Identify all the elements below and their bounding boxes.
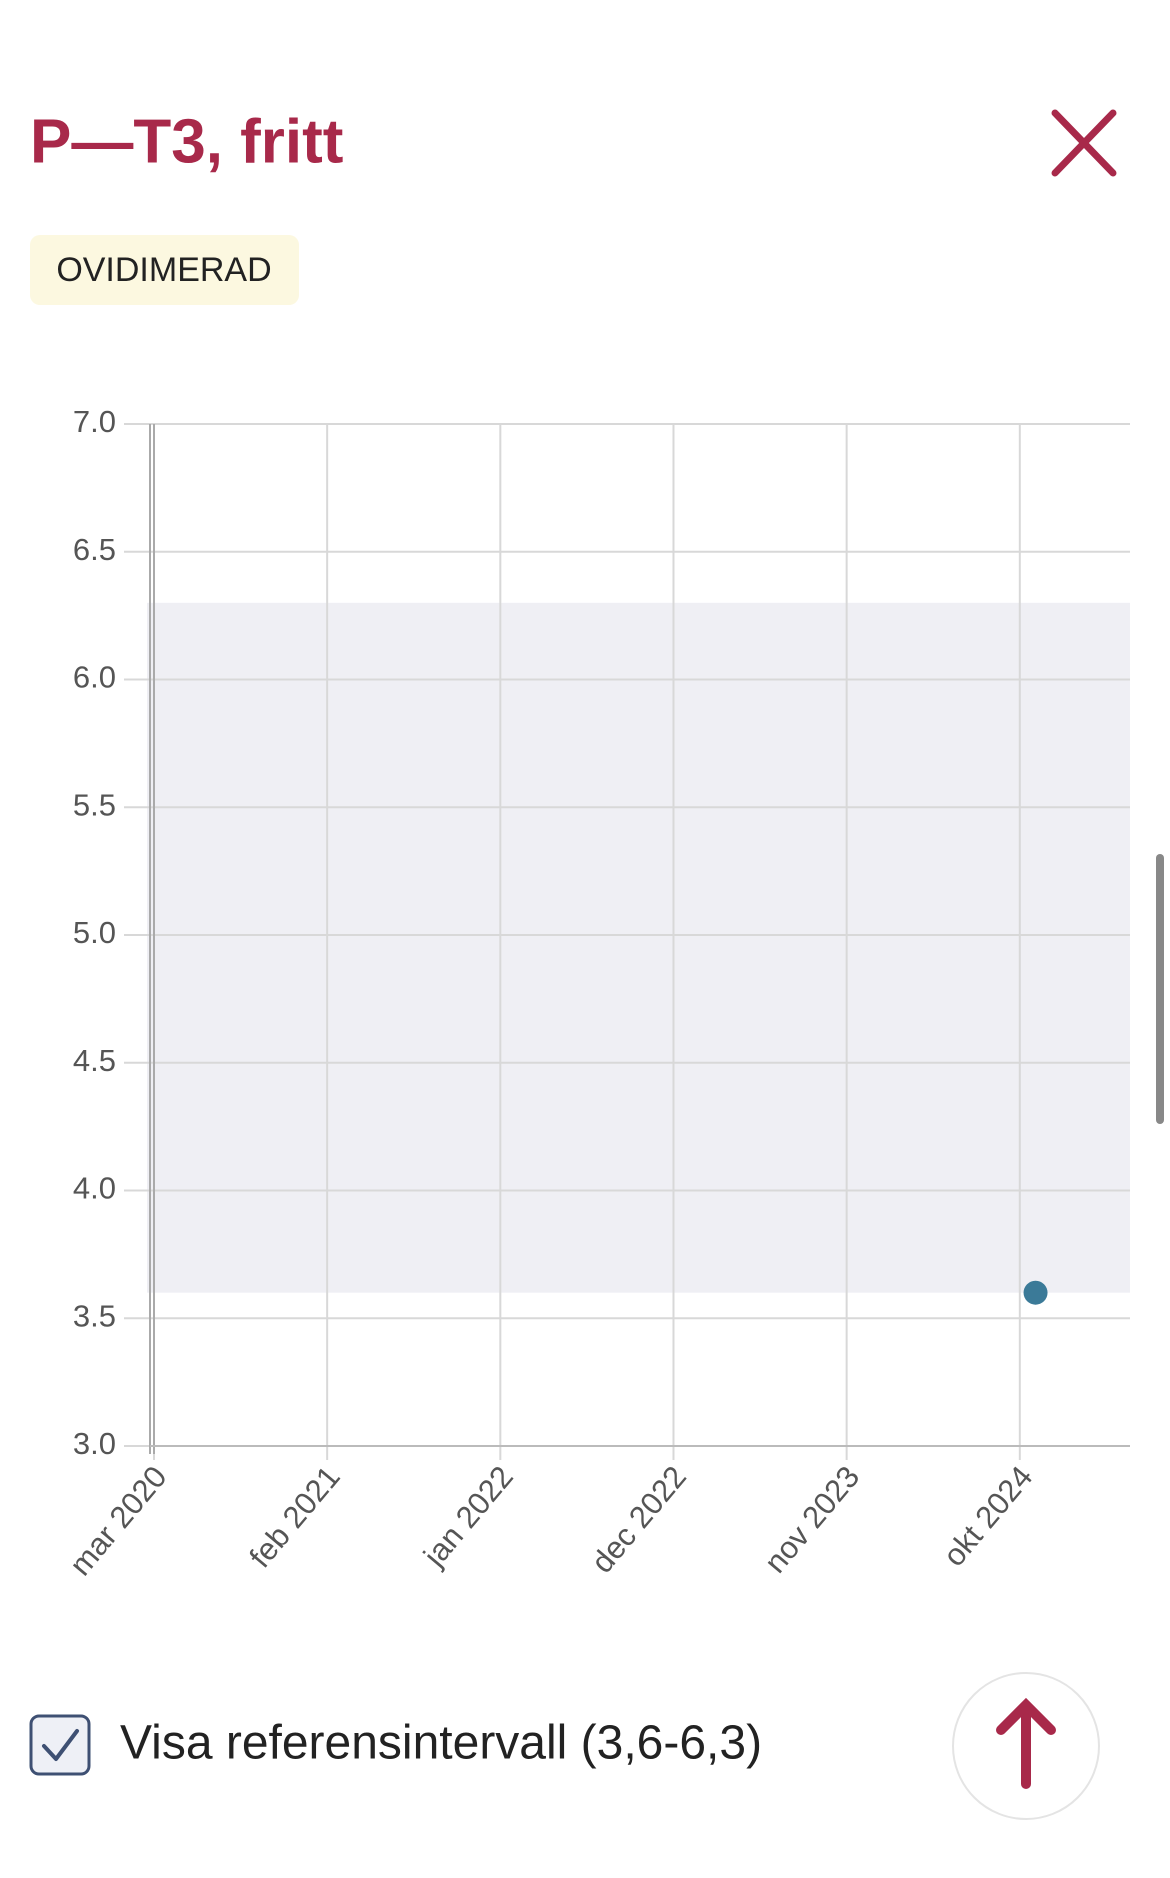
data-point <box>1023 1280 1048 1305</box>
x-tick-label: dec 2022 <box>584 1459 693 1579</box>
y-tick-label: 6.5 <box>73 532 116 567</box>
y-tick-label: 3.5 <box>73 1298 116 1333</box>
y-tick-label: 4.5 <box>73 1043 116 1078</box>
y-tick-label: 5.5 <box>73 787 116 822</box>
x-tick-label: okt 2024 <box>936 1459 1039 1573</box>
close-button[interactable] <box>1051 109 1117 177</box>
checkmark <box>42 1729 79 1761</box>
reference-band <box>147 602 1130 1293</box>
scrollbar <box>1156 854 1164 1124</box>
title: P—T3, fritt <box>30 107 343 176</box>
x-tick-label: jan 2022 <box>416 1459 520 1573</box>
y-tick-label: 6.0 <box>73 660 116 695</box>
chart: 3.0 3.5 4.0 4.5 5.0 5.5 6.0 6.5 7.0 mar 2020 feb 2… <box>63 404 1130 1582</box>
x-tick-label: feb 2021 <box>242 1459 346 1574</box>
y-tick-label: 5.0 <box>73 915 116 950</box>
x-tick-label: nov 2023 <box>757 1459 866 1579</box>
checkbox[interactable] <box>29 1714 91 1776</box>
checkbox-label[interactable]: Visa referensintervall (3,6-6,3) <box>120 1717 762 1770</box>
up-arrow-icon <box>996 1697 1056 1789</box>
y-tick-label: 7.0 <box>73 404 116 439</box>
y-tick-label: 3.0 <box>73 1426 116 1461</box>
y-tick-label: 4.0 <box>73 1171 116 1206</box>
badge-text: OVIDIMERAD <box>56 251 271 289</box>
badge <box>30 235 299 305</box>
x-tick-label: mar 2020 <box>63 1459 174 1582</box>
